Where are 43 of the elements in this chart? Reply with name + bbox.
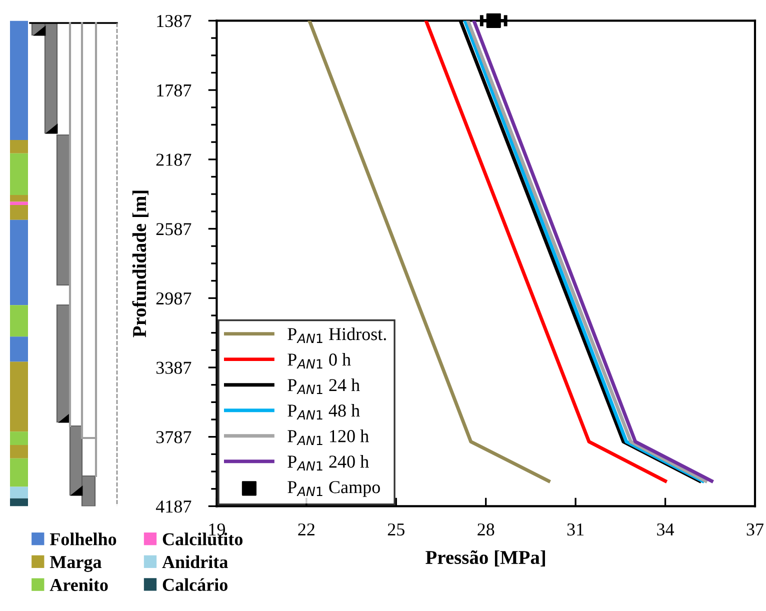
bar [10,140,28,154]
x-tick-label: 37 [746,523,764,536]
legend-label: P$_{AN1}$ Hidrost. [288,327,386,343]
legend-label: Folhelho [50,532,116,546]
x-tick-label: 22 [298,523,314,536]
legend-label: Calcário [162,578,228,591]
legend-label: P$_{AN1}$ 48 h [288,404,360,420]
legend-label: P$_{AN1}$ 120 h [288,430,369,446]
y-axis-title: Profundidade [m] [132,190,148,338]
x-tick-label: 28 [478,523,494,536]
legend-label: P$_{AN1}$ 24 h [288,378,360,394]
bar [10,362,28,432]
y-tick-label: 3387 [156,362,192,374]
bar [10,498,28,506]
y-tick-label: 1787 [157,84,192,96]
bar [10,153,28,195]
legend-label: Arenito [50,578,108,592]
bar [10,444,28,458]
legend-label: Anidrita [162,555,228,568]
bar [10,194,28,202]
bar [10,20,28,140]
x-tick-label: 25 [388,523,404,536]
x-tick-label: 34 [657,523,674,536]
bar [10,305,28,337]
bar [10,432,28,445]
x-tick-label: 31 [567,523,584,536]
legend-label: Marga [50,556,102,572]
y-tick-label: 4187 [156,500,192,513]
y-tick-label: 2187 [156,154,192,166]
legend-label: P$_{AN1}$ Campo [288,481,380,497]
legend-label: P$_{AN1}$ 240 h [288,455,369,471]
bar [10,202,28,206]
bar [10,336,28,362]
y-tick-label: 1387 [157,14,192,28]
y-tick-label: 3787 [156,431,192,444]
y-tick-label: 2987 [156,292,192,305]
bar [10,458,28,487]
bar [10,486,28,498]
x-axis-title: Pressão [MPa] [426,550,545,566]
y-tick-label: 2587 [156,223,192,236]
bar [10,205,28,220]
bar [10,220,28,306]
legend-label: P$_{AN1}$ 0 h [288,353,351,368]
